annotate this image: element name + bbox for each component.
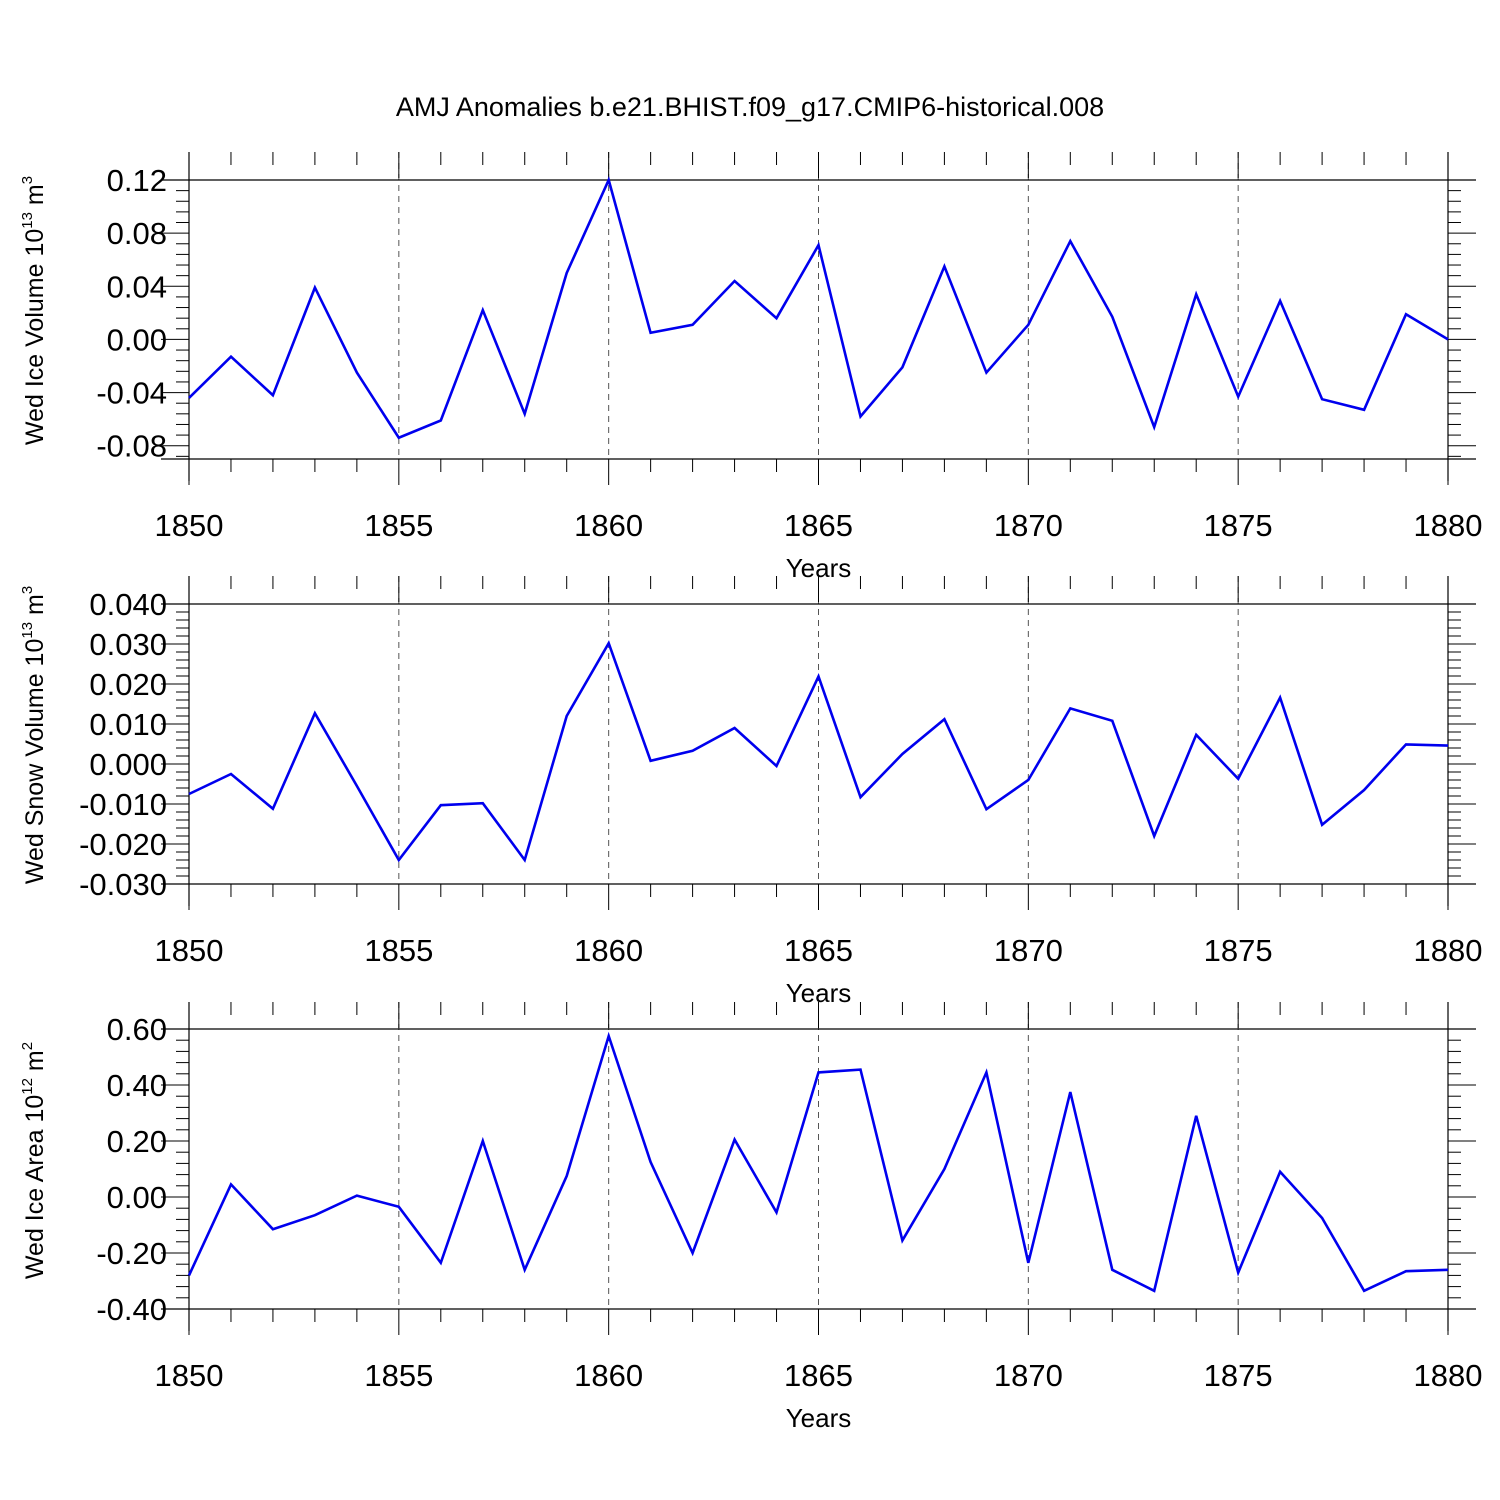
x-tick-label: 1855 — [364, 933, 433, 968]
x-tick-label: 1860 — [574, 933, 643, 968]
x-tick-label: 1865 — [784, 933, 853, 968]
x-tick-label: 1850 — [155, 508, 224, 543]
y-tick-label: -0.04 — [96, 376, 167, 411]
y-tick-label: 0.60 — [107, 1012, 167, 1047]
x-tick-label: 1860 — [574, 508, 643, 543]
y-tick-label: -0.20 — [96, 1236, 167, 1271]
y-tick-label: 0.40 — [107, 1068, 167, 1103]
y-tick-label: 0.040 — [89, 587, 167, 622]
x-tick-label: 1880 — [1414, 508, 1483, 543]
y-axis-label: Wed Ice Area 1012 m2 — [19, 1042, 49, 1279]
y-tick-label: 0.08 — [107, 216, 167, 251]
x-tick-label: 1860 — [574, 1358, 643, 1393]
y-tick-label: -0.40 — [96, 1292, 167, 1327]
y-tick-label: 0.020 — [89, 667, 167, 702]
chart-title: AMJ Anomalies b.e21.BHIST.f09_g17.CMIP6-… — [396, 92, 1104, 122]
y-tick-label: 0.04 — [107, 269, 167, 304]
y-axis-label: Wed Ice Volume 1013 m3 — [19, 176, 49, 445]
x-tick-label: 1850 — [155, 1358, 224, 1393]
x-tick-label: 1865 — [784, 508, 853, 543]
y-tick-label: -0.030 — [79, 867, 167, 902]
panel-2: -0.030 -0.020 -0.010 0.000 0.010 0.020 0.030 0.… — [19, 576, 1482, 1008]
series-line-1 — [187, 1031, 1449, 1293]
y-tick-label: -0.010 — [79, 787, 167, 822]
x-tick-label: 1855 — [364, 1358, 433, 1393]
x-tick-label: 1875 — [1204, 933, 1273, 968]
x-axis-label: Years — [786, 1403, 852, 1433]
x-tick-label: 1865 — [784, 1358, 853, 1393]
y-tick-label: 0.030 — [89, 627, 167, 662]
x-tick-label: 1880 — [1414, 933, 1483, 968]
y-tick-label: -0.08 — [96, 429, 167, 464]
y-tick-label: 0.00 — [107, 322, 167, 357]
panels: -0.08 -0.04 0.00 0.04 0.08 0.12 1850 1855 1860 18… — [19, 152, 1482, 1433]
x-tick-label: 1855 — [364, 508, 433, 543]
x-tick-label: 1870 — [994, 508, 1063, 543]
x-tick-label: 1870 — [994, 1358, 1063, 1393]
y-tick-label: -0.020 — [79, 827, 167, 862]
panel-1: -0.08 -0.04 0.00 0.04 0.08 0.12 1850 1855 1860 18… — [19, 152, 1482, 583]
y-tick-label: 0.00 — [107, 1180, 167, 1215]
x-tick-label: 1880 — [1414, 1358, 1483, 1393]
x-tick-label: 1870 — [994, 933, 1063, 968]
panel-3: -0.40 -0.20 0.00 0.20 0.40 0.60 1850 1855 1860 18… — [19, 1002, 1482, 1433]
y-tick-label: 0.20 — [107, 1124, 167, 1159]
y-axis-label: Wed Snow Volume 1013 m3 — [19, 586, 49, 884]
x-tick-label: 1875 — [1204, 1358, 1273, 1393]
x-tick-label: 1875 — [1204, 508, 1273, 543]
series-line-1 — [188, 640, 1449, 863]
y-tick-label: 0.12 — [107, 163, 167, 198]
y-tick-label: 0.000 — [89, 747, 167, 782]
y-tick-label: 0.010 — [89, 707, 167, 742]
x-tick-label: 1850 — [155, 933, 224, 968]
